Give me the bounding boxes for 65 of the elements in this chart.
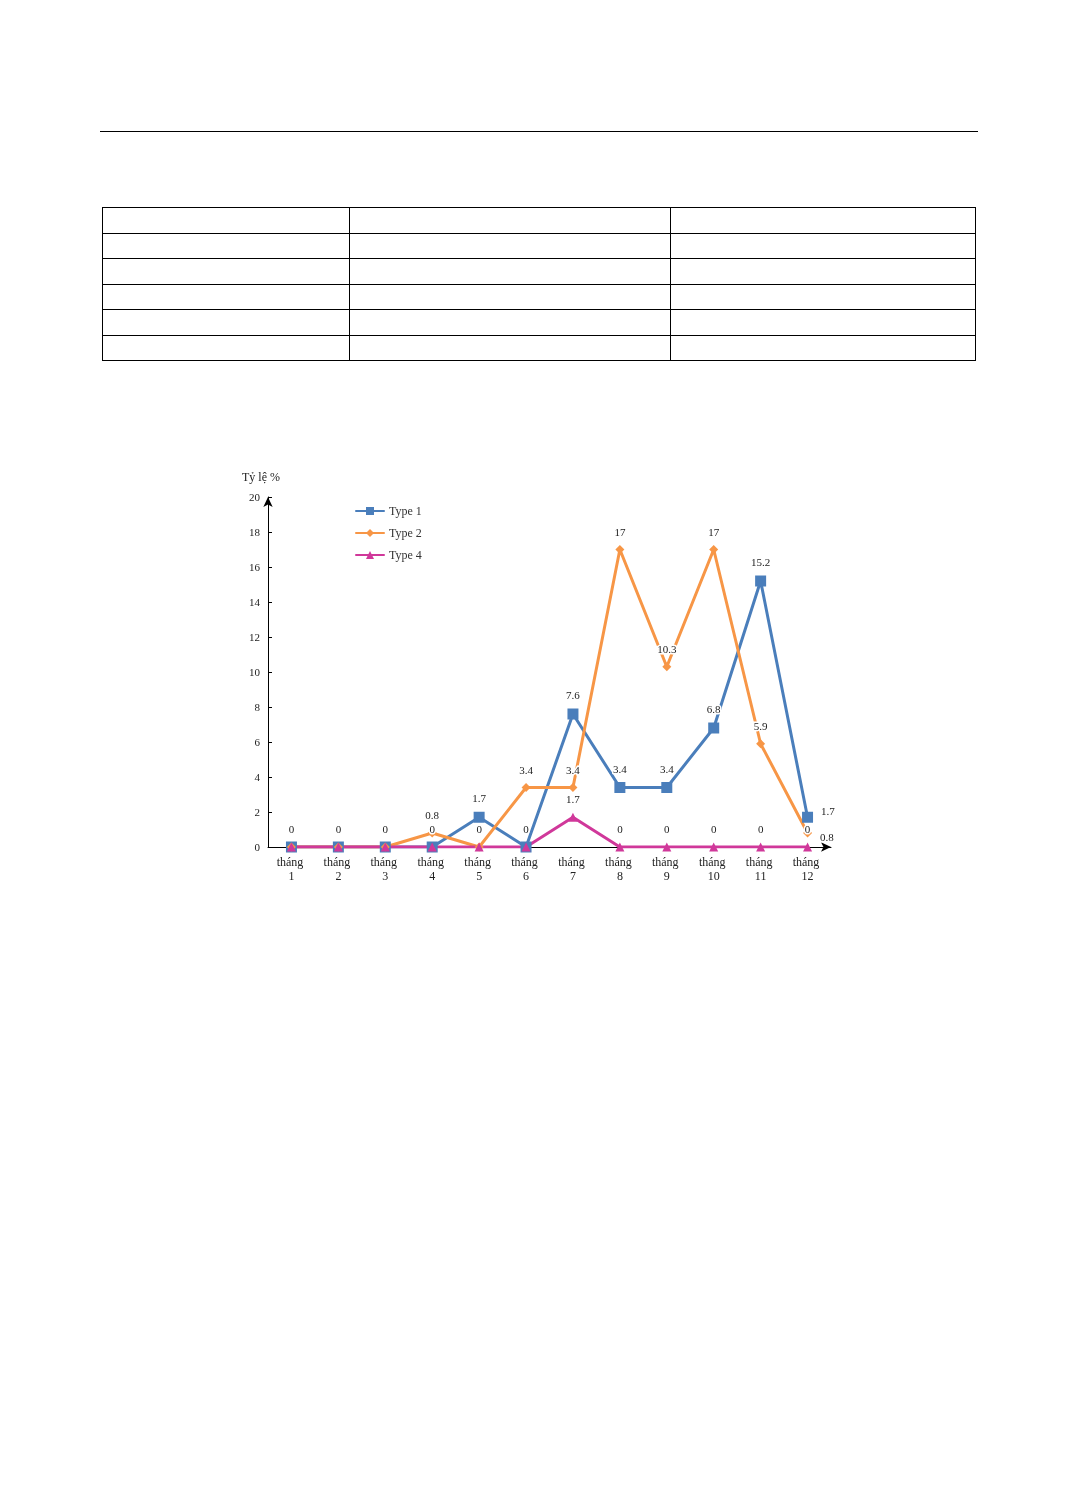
data-label: 0 — [710, 823, 717, 835]
point — [661, 782, 673, 793]
legend-label: Type 1 — [389, 504, 422, 518]
x-tick-label: tháng 7 — [558, 855, 588, 883]
data-label: 17 — [708, 525, 720, 538]
point — [756, 842, 766, 852]
data-label: 0 — [288, 823, 295, 835]
point — [567, 708, 579, 720]
data-label: 0 — [429, 823, 436, 835]
x-tick-label: tháng 11 — [745, 855, 776, 883]
y-tick-label: 16 — [249, 561, 261, 573]
data-label: 1.7 — [821, 805, 836, 818]
point — [708, 722, 720, 734]
y-tick-label: 8 — [254, 701, 261, 713]
point — [756, 739, 766, 749]
data-label: 0.8 — [425, 809, 440, 821]
y-tick-label: 14 — [249, 596, 261, 608]
data-label: 1.7 — [472, 792, 487, 805]
data-label: 1.7 — [566, 793, 581, 806]
x-tick-label: tháng 10 — [698, 855, 729, 883]
y-tick-label: 4 — [254, 771, 261, 783]
point — [473, 811, 485, 823]
point — [803, 842, 813, 852]
data-label: 0 — [523, 823, 530, 835]
y-axis-title: Tỷ lệ % — [242, 470, 280, 484]
point — [615, 842, 625, 852]
x-tick-label: tháng 1 — [276, 855, 307, 883]
y-tick-label: 6 — [254, 736, 261, 748]
x-tick-label: tháng 9 — [651, 855, 682, 883]
y-tick-label: 10 — [249, 666, 261, 678]
legend-label: Type 4 — [389, 548, 422, 562]
data-label: 3.4 — [659, 762, 675, 775]
data-label: 0 — [617, 823, 624, 835]
y-tick-label: 0 — [254, 841, 261, 853]
data-label: 0 — [757, 823, 764, 835]
point — [755, 575, 767, 587]
data-label: 0 — [664, 823, 671, 835]
y-tick-label: 12 — [249, 631, 260, 643]
x-tick-label: tháng 3 — [370, 855, 401, 883]
data-label: 17 — [614, 525, 626, 538]
y-tick-label: 2 — [254, 806, 260, 818]
x-tick-label: tháng 4 — [417, 855, 448, 883]
data-label: 3.4 — [519, 763, 534, 776]
point — [614, 782, 626, 793]
data-label: 0.8 — [820, 831, 835, 843]
data-label: 3.4 — [613, 762, 628, 775]
point — [802, 811, 814, 823]
legend-label: Type 2 — [389, 526, 422, 540]
x-tick-label: tháng 6 — [511, 855, 541, 883]
y-tick-label: 20 — [249, 491, 261, 503]
data-label: 0 — [382, 823, 389, 835]
point — [662, 662, 672, 672]
data-label: 0 — [476, 823, 483, 835]
point — [709, 842, 719, 852]
x-tick-label: tháng 8 — [605, 855, 635, 883]
data-label: 15.2 — [751, 556, 771, 568]
x-tick-label: tháng 2 — [323, 855, 354, 883]
x-tick-label: tháng 12 — [792, 855, 823, 883]
data-label: 0 — [804, 823, 811, 835]
point — [662, 842, 672, 852]
data-label: 0 — [335, 823, 342, 835]
data-label: 7.6 — [566, 689, 581, 701]
x-tick-label: tháng 5 — [464, 855, 494, 883]
y-tick-label: 18 — [249, 526, 261, 538]
point — [568, 812, 578, 822]
